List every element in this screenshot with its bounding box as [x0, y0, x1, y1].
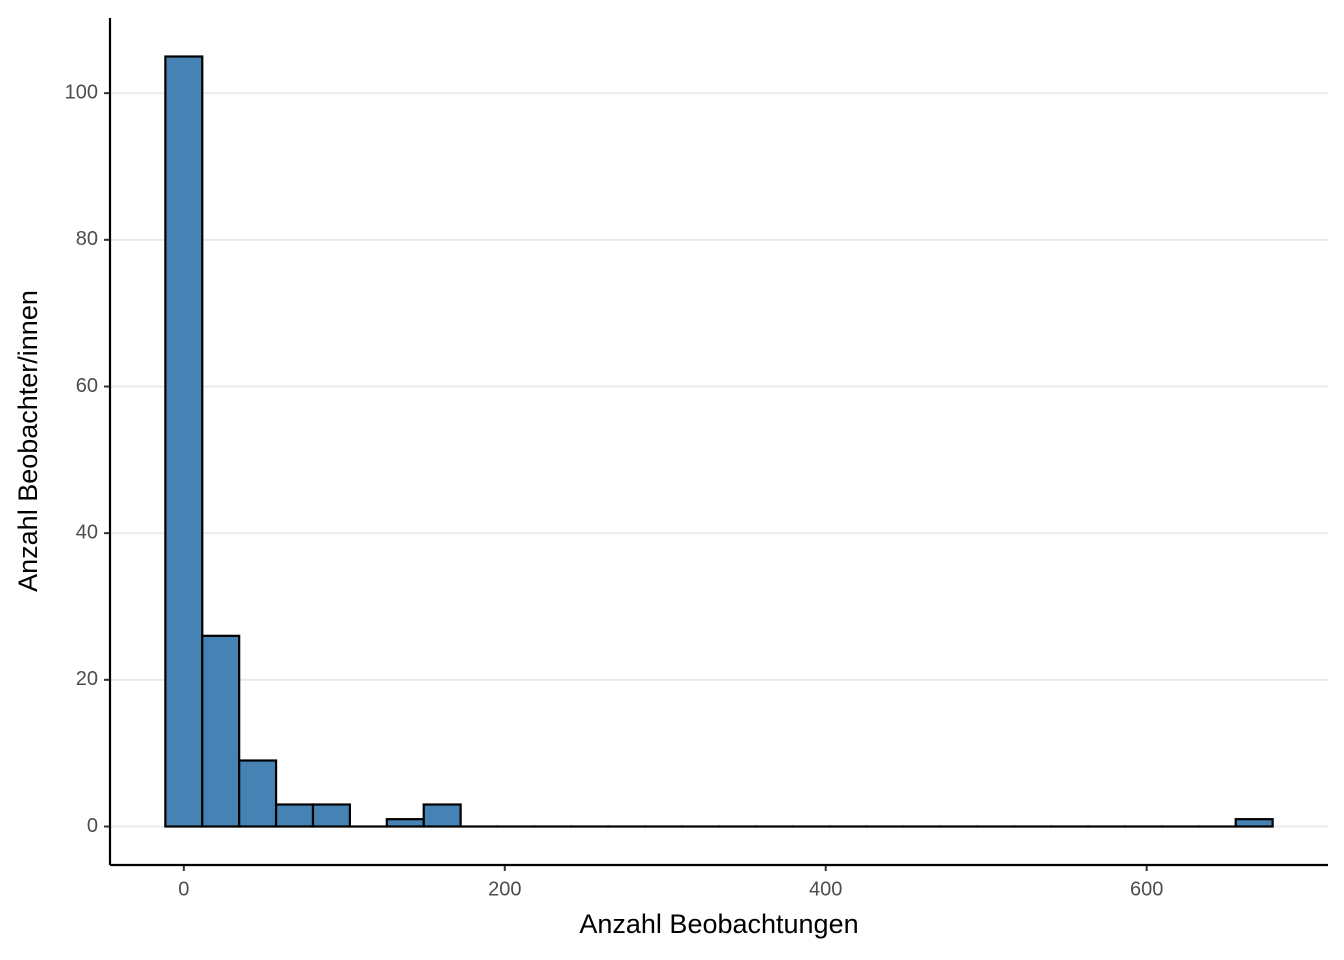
bar [311, 803, 352, 828]
bar [385, 818, 425, 828]
bar [422, 803, 462, 828]
y-tick-label: 20 [76, 668, 98, 690]
bar [274, 803, 315, 828]
bar [1234, 818, 1274, 828]
y-tick-label: 80 [76, 228, 98, 250]
bar [238, 759, 278, 828]
x-tick-label: 400 [809, 878, 842, 900]
y-tick-label: 40 [76, 521, 98, 543]
x-axis-title: Anzahl Beobachtungen [579, 909, 858, 939]
x-tick-label: 0 [178, 878, 189, 900]
bar [164, 55, 204, 828]
y-tick-label: 0 [87, 815, 98, 837]
y-tick-label: 100 [65, 81, 98, 103]
bar [201, 634, 241, 828]
x-tick-label: 200 [488, 878, 521, 900]
y-tick-label: 60 [76, 375, 98, 397]
y-axis-title: Anzahl Beobachter/innen [13, 290, 43, 592]
x-tick-label: 600 [1130, 878, 1163, 900]
